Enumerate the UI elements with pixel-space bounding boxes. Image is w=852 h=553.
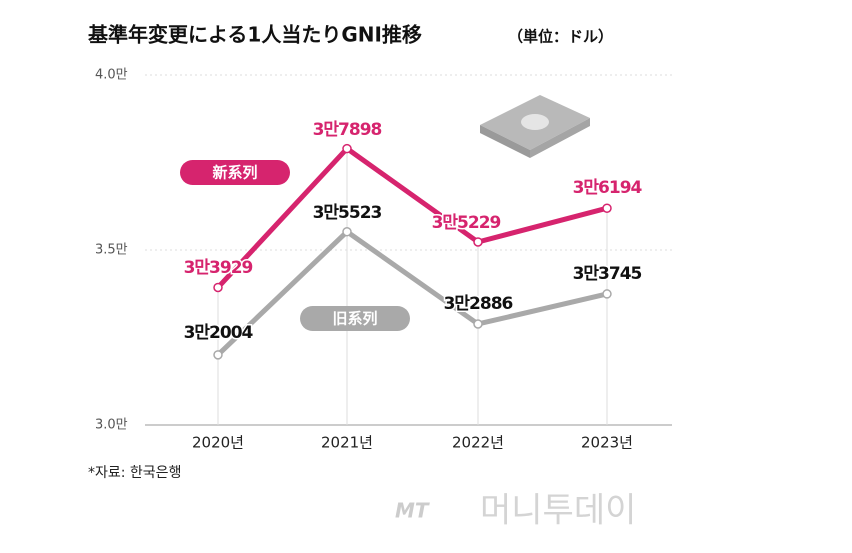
- x-tick-label: 2023년: [581, 434, 633, 452]
- point: [473, 319, 483, 329]
- series-line: [216, 229, 608, 357]
- y-tick-label: 4.0만: [95, 68, 128, 83]
- x-tick-label: 2020년: [192, 434, 244, 452]
- value-label: 3만5229: [432, 213, 501, 233]
- point: [602, 203, 612, 213]
- legend-swatch: [180, 160, 290, 185]
- watermark-logo: MT: [395, 499, 430, 523]
- money-icon: [480, 95, 590, 158]
- legend-swatch: [300, 306, 410, 331]
- point: [213, 282, 223, 293]
- x-tick-label: 2021년: [321, 434, 373, 452]
- legend-label: 旧系列: [332, 310, 377, 328]
- value-label: 3만6194: [573, 178, 643, 198]
- source-note: *자료: 한국은행: [88, 465, 181, 481]
- y-tick-label: 3.0만: [95, 418, 128, 433]
- value-label: 3만3929: [184, 258, 253, 278]
- y-tick-label: 3.5만: [95, 243, 128, 258]
- watermark: 머니투데이: [480, 491, 636, 531]
- value-label: 3만7898: [313, 120, 382, 140]
- value-label: 3만2886: [444, 294, 513, 314]
- point: [473, 237, 483, 247]
- chart-title: 基準年変更による1人当たりGNI推移: [88, 23, 422, 47]
- chart-subtitle: （単位：ドル）: [508, 28, 613, 46]
- series-line: [216, 146, 608, 290]
- x-tick-label: 2022년: [452, 434, 504, 452]
- value-label: 3만5523: [313, 203, 382, 223]
- legend-label: 新系列: [212, 164, 257, 182]
- value-label: 3만3745: [573, 264, 642, 284]
- point: [342, 226, 352, 237]
- point: [342, 143, 352, 154]
- value-label: 3만2004: [184, 323, 254, 343]
- point: [213, 350, 223, 360]
- point: [602, 289, 612, 299]
